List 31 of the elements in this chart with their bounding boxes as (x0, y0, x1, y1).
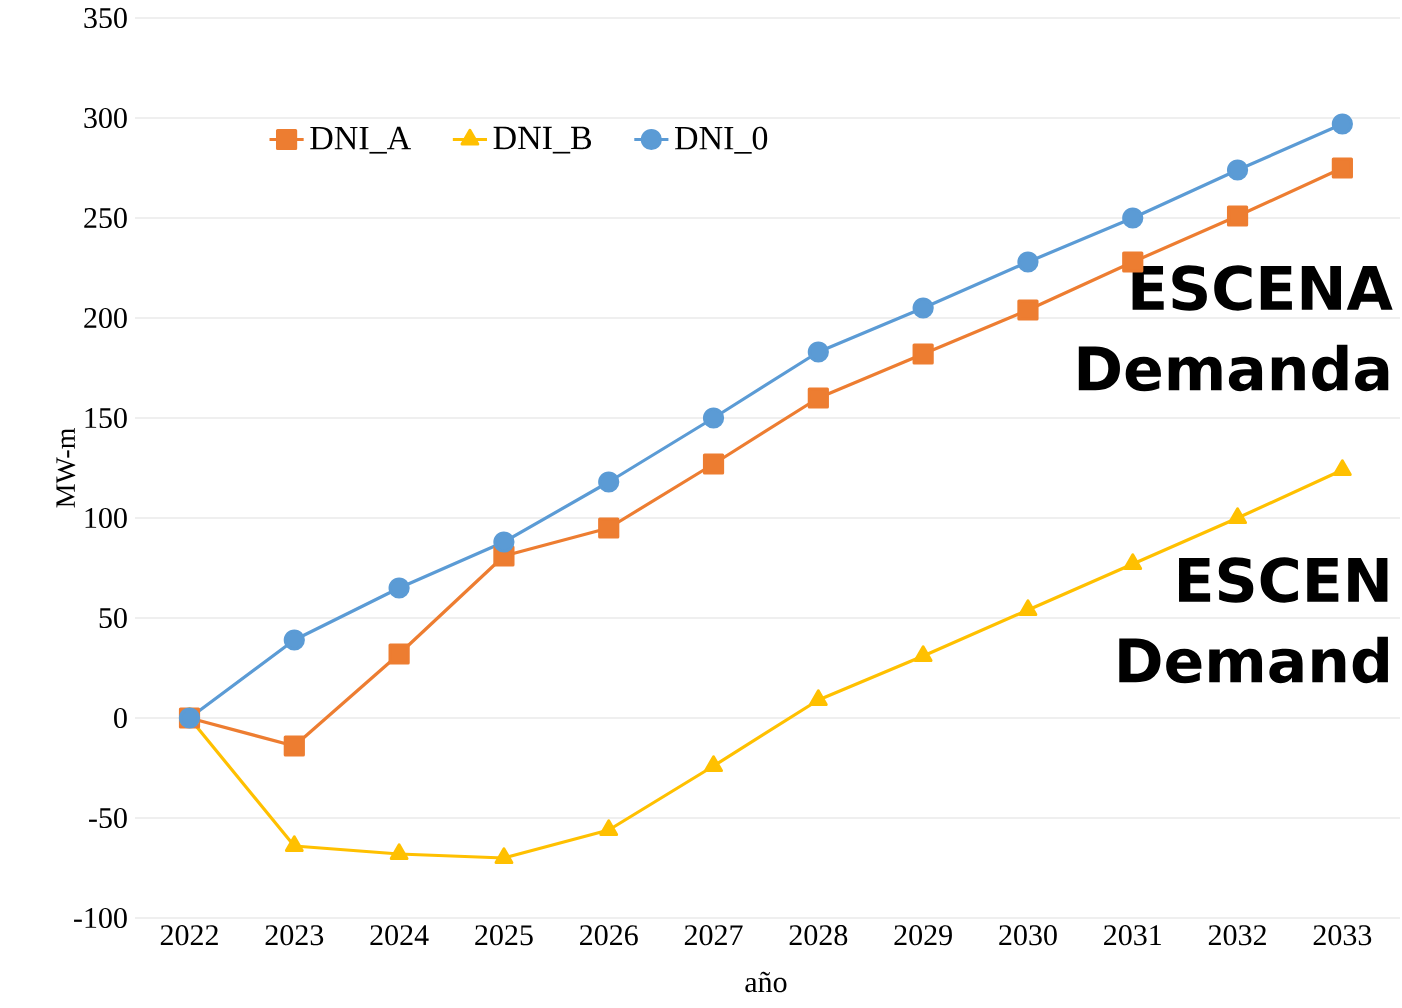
y-tick-label: 50 (99, 607, 127, 629)
y-tick-label: -50 (89, 807, 127, 829)
legend-label: DNI_0 (675, 126, 768, 154)
x-tick-label: 2029 (894, 925, 952, 946)
annotation: ESCEN (1179, 557, 1388, 603)
y-tick-label: 350 (84, 7, 127, 29)
x-tick-label: 2024 (370, 925, 429, 946)
x-tick-label: 2026 (580, 925, 638, 946)
x-tick-label: 2032 (1208, 925, 1266, 946)
y-tick-label: 300 (84, 107, 127, 129)
annotation: Demand (1119, 636, 1388, 684)
x-tick-label: 2028 (789, 925, 848, 946)
y-tick-label: 250 (84, 207, 127, 229)
annotation: Demanda (1078, 344, 1389, 392)
x-tick-label: 2033 (1313, 925, 1372, 946)
x-tick-label: 2025 (475, 925, 533, 946)
legend-label: DNI_A (310, 126, 411, 154)
y-axis-title: MW-m (56, 427, 76, 508)
y-tick-label: 200 (84, 307, 127, 329)
y-tick-label: -100 (74, 907, 127, 929)
x-tick-label: 2030 (999, 925, 1057, 946)
legend-label: DNI_B (493, 126, 592, 154)
y-tick-label: 100 (85, 507, 127, 529)
y-tick-label: 0 (114, 707, 127, 729)
x-tick-label: 2031 (1104, 925, 1161, 946)
x-axis-title: año (745, 971, 787, 993)
x-tick-label: 2027 (684, 925, 743, 946)
x-tick-label: 2023 (265, 925, 324, 946)
x-tick-label: 2022 (160, 925, 218, 946)
annotation: ESCENA (1132, 265, 1393, 311)
y-tick-label: 150 (85, 407, 127, 429)
